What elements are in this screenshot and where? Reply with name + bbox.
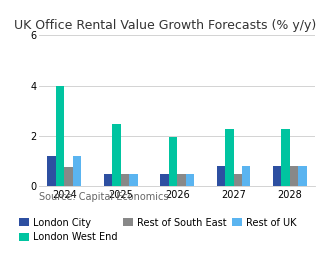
Bar [121,174,129,186]
Text: Source: Capital Economics: Source: Capital Economics [39,192,168,202]
Bar [73,156,81,186]
Bar [112,124,121,186]
Bar [47,156,56,186]
Bar [129,174,138,186]
Bar [281,129,290,186]
Legend: London City, London West End, Rest of South East, Rest of UK: London City, London West End, Rest of So… [19,218,296,242]
Text: UK Office Rental Value Growth Forecasts (% y/y): UK Office Rental Value Growth Forecasts … [14,19,316,32]
Bar [104,174,112,186]
Bar [225,129,233,186]
Bar [169,137,177,186]
Bar [233,174,242,186]
Bar [177,174,186,186]
Bar [242,166,251,186]
Bar [290,166,298,186]
Bar [298,166,307,186]
Bar [56,85,64,186]
Bar [216,166,225,186]
Bar [160,174,169,186]
Bar [186,174,194,186]
Bar [273,166,281,186]
Bar [64,167,73,186]
